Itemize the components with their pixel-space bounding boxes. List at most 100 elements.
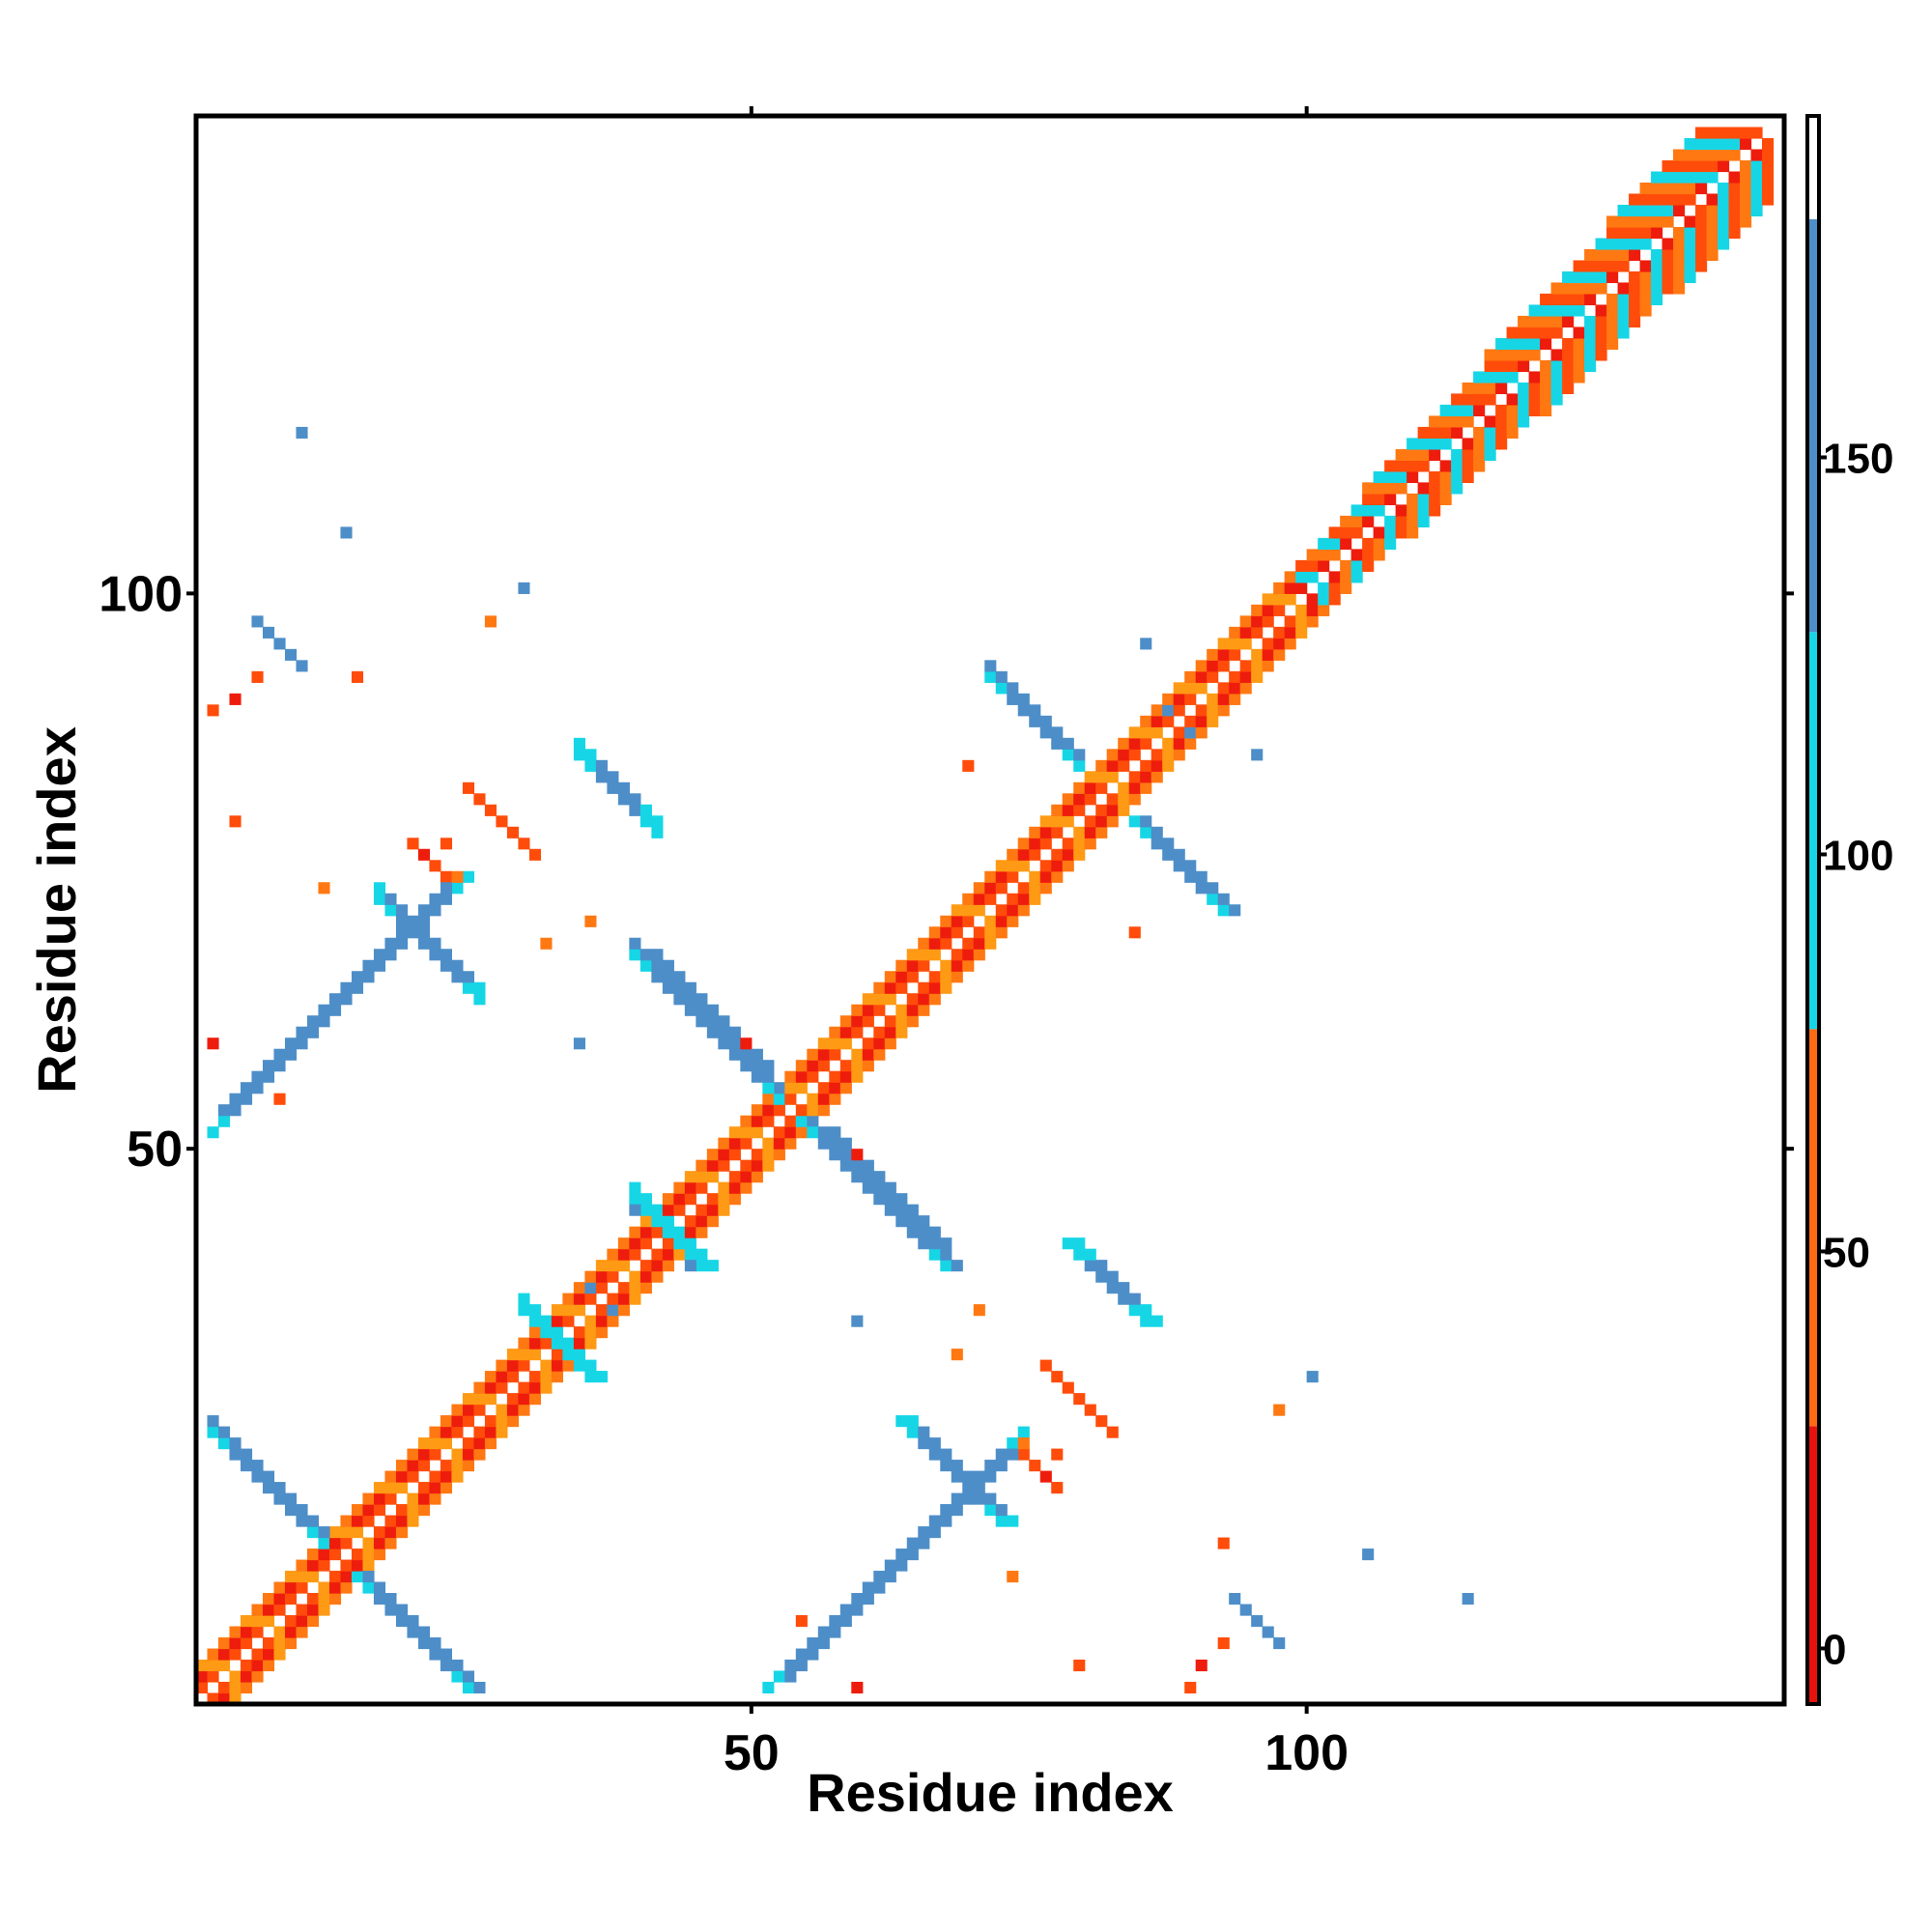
heatmap-cell [1350, 559, 1363, 572]
heatmap-cell [207, 704, 219, 717]
heatmap-cell [784, 1093, 797, 1105]
heatmap-cell [1439, 460, 1452, 472]
heatmap-cell [384, 937, 397, 950]
heatmap-cell [951, 1349, 963, 1361]
heatmap-cell [1562, 304, 1575, 317]
heatmap-cell [373, 959, 386, 972]
heatmap-cell [851, 1315, 864, 1327]
heatmap-cell [1051, 737, 1064, 750]
heatmap-cell [284, 1626, 298, 1638]
heatmap-cell [1217, 638, 1230, 650]
heatmap-cell [462, 1460, 475, 1472]
heatmap-cell [1184, 693, 1197, 705]
heatmap-cell [1617, 260, 1630, 272]
heatmap-cell [951, 1470, 963, 1483]
heatmap-cell [928, 993, 941, 1006]
heatmap-cell [296, 1581, 308, 1594]
heatmap-cell [940, 981, 952, 994]
heatmap-cell [1662, 238, 1674, 250]
heatmap-cell [918, 1437, 930, 1450]
heatmap-cell [1462, 415, 1474, 428]
heatmap-cell [1550, 315, 1563, 328]
heatmap-cell [1406, 470, 1419, 483]
heatmap-cell [229, 1437, 242, 1450]
heatmap-cell [1395, 460, 1407, 472]
heatmap-cell [662, 971, 674, 983]
heatmap-cell [1384, 526, 1397, 539]
heatmap-cell [1106, 793, 1119, 806]
heatmap-cell [751, 1104, 763, 1117]
heatmap-cell [1017, 860, 1030, 872]
heatmap-cell [540, 1371, 553, 1383]
heatmap-cell [1162, 759, 1175, 772]
heatmap-cell [1562, 371, 1575, 384]
heatmap-cell [506, 1371, 519, 1383]
heatmap-cell [629, 1282, 641, 1294]
heatmap-cell [1706, 226, 1719, 240]
heatmap-cell [1039, 870, 1052, 883]
heatmap-cell [284, 1593, 298, 1605]
heatmap-cell [1328, 593, 1341, 606]
heatmap-cell [540, 1337, 553, 1350]
heatmap-cell [807, 1060, 819, 1072]
heatmap-cell [962, 1492, 975, 1505]
heatmap-cell [1062, 860, 1074, 872]
heatmap-cell [1173, 848, 1185, 861]
heatmap-cell [584, 1315, 597, 1327]
heatmap-cell [196, 1682, 209, 1694]
heatmap-cell [1406, 448, 1419, 461]
heatmap-cell [1417, 460, 1430, 472]
heatmap-cell [1473, 371, 1486, 384]
heatmap-cell [1306, 1371, 1319, 1383]
heatmap-cell [1528, 337, 1541, 351]
heatmap-cell [551, 1371, 563, 1383]
heatmap-cell [1106, 771, 1119, 783]
heatmap-cell [1007, 693, 1019, 705]
heatmap-cell [1073, 838, 1086, 850]
heatmap-cell [851, 1149, 864, 1161]
heatmap-cell [984, 870, 997, 883]
heatmap-cell [1173, 682, 1185, 695]
heatmap-cell [417, 937, 431, 950]
heatmap-cell [851, 1015, 864, 1028]
heatmap-cell [651, 971, 664, 983]
heatmap-cell [951, 971, 963, 983]
heatmap-cell [1306, 571, 1319, 583]
heatmap-cell [706, 1149, 719, 1161]
heatmap-cell [1528, 327, 1541, 339]
heatmap-cell [1239, 615, 1252, 628]
heatmap-cell [1184, 870, 1197, 883]
heatmap-cell [718, 1026, 730, 1038]
heatmap-cell [296, 1604, 308, 1616]
heatmap-cell [273, 1648, 286, 1661]
heatmap-cell [362, 1581, 375, 1594]
heatmap-cell [918, 937, 930, 950]
heatmap-cell [962, 759, 975, 772]
heatmap-cell [1328, 526, 1341, 539]
heatmap-cell [962, 949, 975, 961]
heatmap-cell [384, 904, 397, 917]
heatmap-cell [562, 1359, 575, 1372]
heatmap-cell [1651, 270, 1663, 284]
heatmap-cell [340, 1581, 353, 1594]
heatmap-cell [1195, 726, 1208, 739]
heatmap-cell [706, 1026, 719, 1038]
heatmap-cell [595, 1326, 608, 1339]
heatmap-cell [1017, 848, 1030, 861]
heatmap-cell [1284, 571, 1296, 583]
heatmap-cell [1595, 349, 1607, 361]
heatmap-cell [773, 1670, 785, 1683]
heatmap-cell [1084, 838, 1096, 850]
heatmap-cell [951, 1460, 963, 1472]
heatmap-cell [1518, 359, 1530, 373]
heatmap-cell [995, 670, 1008, 683]
heatmap-cell [1750, 149, 1763, 161]
heatmap-cell [984, 937, 997, 950]
heatmap-cell [229, 1626, 242, 1638]
heatmap-cell [1673, 149, 1686, 161]
heatmap-cell [1740, 193, 1752, 206]
heatmap-cell [462, 1393, 475, 1406]
heatmap-cell [1651, 226, 1663, 240]
heatmap-cell [862, 993, 874, 1006]
